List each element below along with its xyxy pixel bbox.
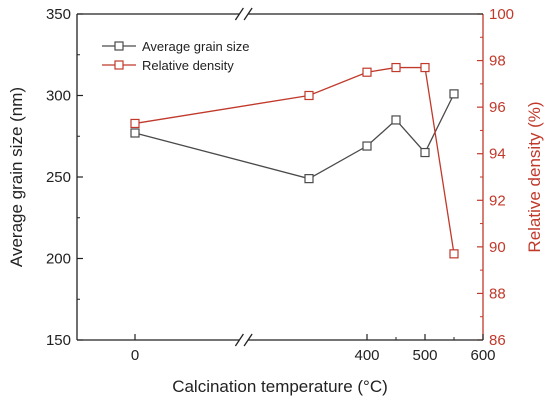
- data-point-density: [449, 249, 459, 259]
- bottom-axis-break-mark: [243, 333, 253, 347]
- series-line-grain-size: [134, 93, 455, 180]
- x-tick-label: 400: [354, 347, 379, 364]
- data-point-density: [304, 90, 314, 101]
- left-y-tick-label: 300: [46, 88, 71, 105]
- right-y-tick-label: 94: [489, 146, 506, 163]
- data-point-density: [391, 62, 401, 73]
- legend-label: Average grain size: [142, 39, 249, 54]
- data-point-density: [362, 67, 372, 77]
- x-tick-label: 0: [131, 347, 139, 364]
- legend-marker: [114, 60, 124, 70]
- top-axis-break-mark: [243, 7, 253, 21]
- left-y-axis-title: Average grain size (nm): [7, 87, 26, 267]
- x-axis-title: Calcination temperature (°C): [172, 377, 388, 396]
- left-y-tick-label: 250: [46, 169, 71, 186]
- data-point-grain-size: [304, 174, 314, 184]
- series-line-density: [134, 66, 455, 254]
- data-point-density: [420, 62, 430, 73]
- left-y-tick-label: 150: [46, 332, 71, 349]
- right-y-axis-title: Relative density (%): [525, 101, 544, 252]
- right-y-tick-label: 92: [489, 192, 506, 209]
- axes: 150 200 250 300 350 86 88 90 92 94 96 98 100 0 400 500 6…: [46, 6, 514, 364]
- right-y-tick-label: 86: [489, 332, 506, 349]
- right-y-tick-label: 88: [489, 285, 506, 302]
- top-axis-break-mark: [234, 7, 244, 21]
- right-y-tick-label: 96: [489, 99, 506, 116]
- left-y-tick-label: 200: [46, 251, 71, 268]
- data-point-grain-size: [391, 115, 401, 125]
- data-point-grain-size: [420, 147, 430, 158]
- legend: Average grain size Relative density: [102, 39, 249, 73]
- legend-marker: [114, 41, 124, 51]
- data-point-grain-size: [362, 141, 372, 151]
- bottom-axis-break-mark: [234, 333, 244, 347]
- data-point-grain-size: [130, 128, 140, 138]
- x-tick-label: 500: [412, 347, 437, 364]
- right-y-tick-label: 100: [489, 6, 514, 23]
- data-point-grain-size: [449, 89, 459, 99]
- right-y-tick-label: 98: [489, 53, 506, 70]
- x-tick-label: 600: [470, 347, 495, 364]
- series-layer: [130, 62, 459, 259]
- legend-label: Relative density: [142, 58, 234, 73]
- left-y-tick-label: 350: [46, 6, 71, 23]
- right-y-tick-label: 90: [489, 239, 506, 256]
- data-point-density: [130, 118, 140, 129]
